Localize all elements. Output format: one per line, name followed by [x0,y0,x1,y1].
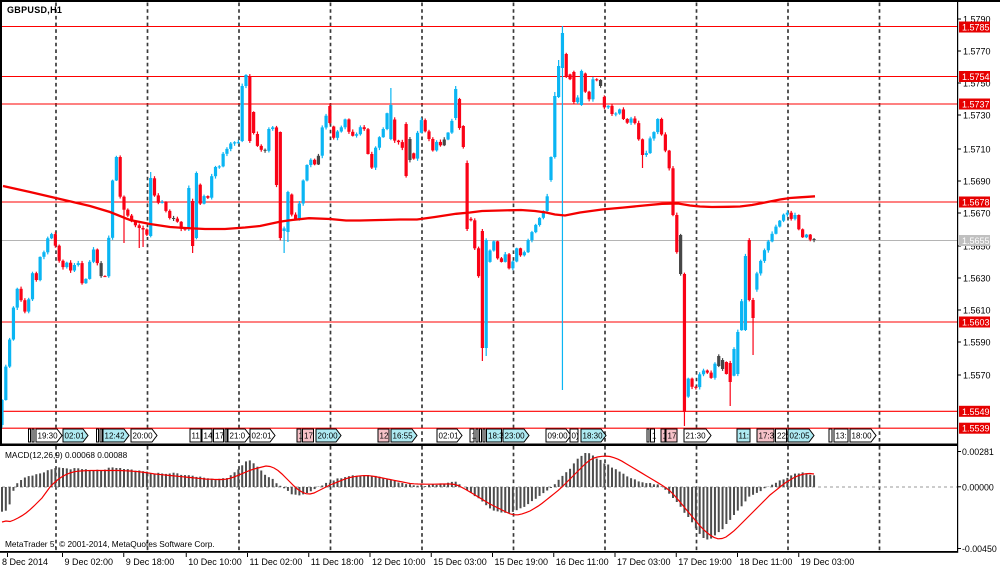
svg-text:02:01: 02:01 [252,432,273,441]
svg-text:1: 1 [652,432,657,441]
svg-text:17: 17 [668,432,677,441]
svg-text:1.5678: 1.5678 [962,198,990,208]
svg-text:19 Dec 03:00: 19 Dec 03:00 [801,557,855,567]
svg-text:1.5655: 1.5655 [962,236,990,246]
svg-text:21:0: 21:0 [230,432,246,441]
svg-text:15 Dec 19:00: 15 Dec 19:00 [495,557,549,567]
svg-text:0): 0) [572,432,579,441]
svg-text:02:01: 02:01 [439,432,460,441]
svg-text:15 Dec 03:00: 15 Dec 03:00 [433,557,487,567]
svg-text:8 Dec 2014: 8 Dec 2014 [2,557,48,567]
svg-text:17: 17 [215,432,224,441]
svg-text:MetaTrader 5, © 2001-2014, Met: MetaTrader 5, © 2001-2014, MetaQuotes So… [5,539,215,549]
svg-text:14: 14 [204,432,213,441]
svg-text:1.5690: 1.5690 [963,177,991,187]
svg-text:1.5737: 1.5737 [962,100,990,110]
svg-text:11 Dec 02:00: 11 Dec 02:00 [250,557,303,567]
svg-text:1.5785: 1.5785 [962,23,990,33]
svg-text:1: 1 [472,432,477,441]
svg-text:21:30: 21:30 [686,432,707,441]
svg-text:18 Dec 11:00: 18 Dec 11:00 [740,557,793,567]
svg-text:1.5650: 1.5650 [963,242,991,252]
svg-text:1.5539: 1.5539 [962,424,990,434]
svg-text:16:55: 16:55 [393,432,414,441]
svg-text:GBPUSD,H1: GBPUSD,H1 [7,5,62,15]
svg-text:18:00: 18:00 [852,432,873,441]
svg-text:12: 12 [380,432,389,441]
svg-text:1.5603: 1.5603 [962,318,990,328]
svg-text:1.5750: 1.5750 [963,79,991,89]
svg-text:13:: 13: [836,432,847,441]
svg-text:18:3: 18:3 [488,432,504,441]
svg-text:16 Dec 11:00: 16 Dec 11:00 [556,557,609,567]
svg-text:23:00: 23:00 [505,432,526,441]
svg-text:1.5754: 1.5754 [962,72,990,82]
svg-text:9 Dec 02:00: 9 Dec 02:00 [65,557,114,567]
svg-text:MACD(12,26,9) 0.00068 0.00088: MACD(12,26,9) 0.00068 0.00088 [5,450,128,460]
svg-text:20:00: 20:00 [318,432,339,441]
svg-text:09:00: 09:00 [548,432,569,441]
svg-text:1: 1 [663,432,668,441]
svg-text:1: 1 [299,432,304,441]
svg-text:9 Dec 18:00: 9 Dec 18:00 [126,557,175,567]
svg-text:0.00281: 0.00281 [962,447,994,457]
svg-text:1.5670: 1.5670 [963,209,991,219]
svg-text:1.5710: 1.5710 [963,145,991,155]
svg-text:02:05: 02:05 [790,432,811,441]
svg-text:11 Dec 18:00: 11 Dec 18:00 [311,557,364,567]
svg-text:1.5549: 1.5549 [962,407,990,417]
svg-text:17: 17 [304,432,313,441]
svg-text:11: 11 [192,432,201,441]
svg-text:18:30: 18:30 [583,432,604,441]
svg-text:10 Dec 10:00: 10 Dec 10:00 [188,557,242,567]
svg-text:12:42: 12:42 [105,432,126,441]
svg-text:1.5630: 1.5630 [963,274,991,284]
svg-text:22:: 22: [777,432,788,441]
svg-text:17:3: 17:3 [759,432,775,441]
svg-text:17 Dec 03:00: 17 Dec 03:00 [617,557,671,567]
svg-text:12 Dec 10:00: 12 Dec 10:00 [372,557,426,567]
svg-text:1.5770: 1.5770 [963,47,991,57]
svg-text:-0.00450: -0.00450 [962,544,997,554]
svg-text:11:: 11: [739,432,750,441]
svg-text:02:01: 02:01 [65,432,86,441]
svg-text:20:00: 20:00 [133,432,154,441]
svg-text:1.5790: 1.5790 [963,15,991,25]
svg-text:1.5610: 1.5610 [963,306,991,316]
svg-text:1.5730: 1.5730 [963,111,991,121]
svg-text:0.00000: 0.00000 [962,482,994,492]
svg-text:17 Dec 19:00: 17 Dec 19:00 [678,557,732,567]
svg-text:1.5570: 1.5570 [963,371,991,381]
svg-text:1.5590: 1.5590 [963,338,991,348]
svg-text:19:30: 19:30 [38,432,59,441]
